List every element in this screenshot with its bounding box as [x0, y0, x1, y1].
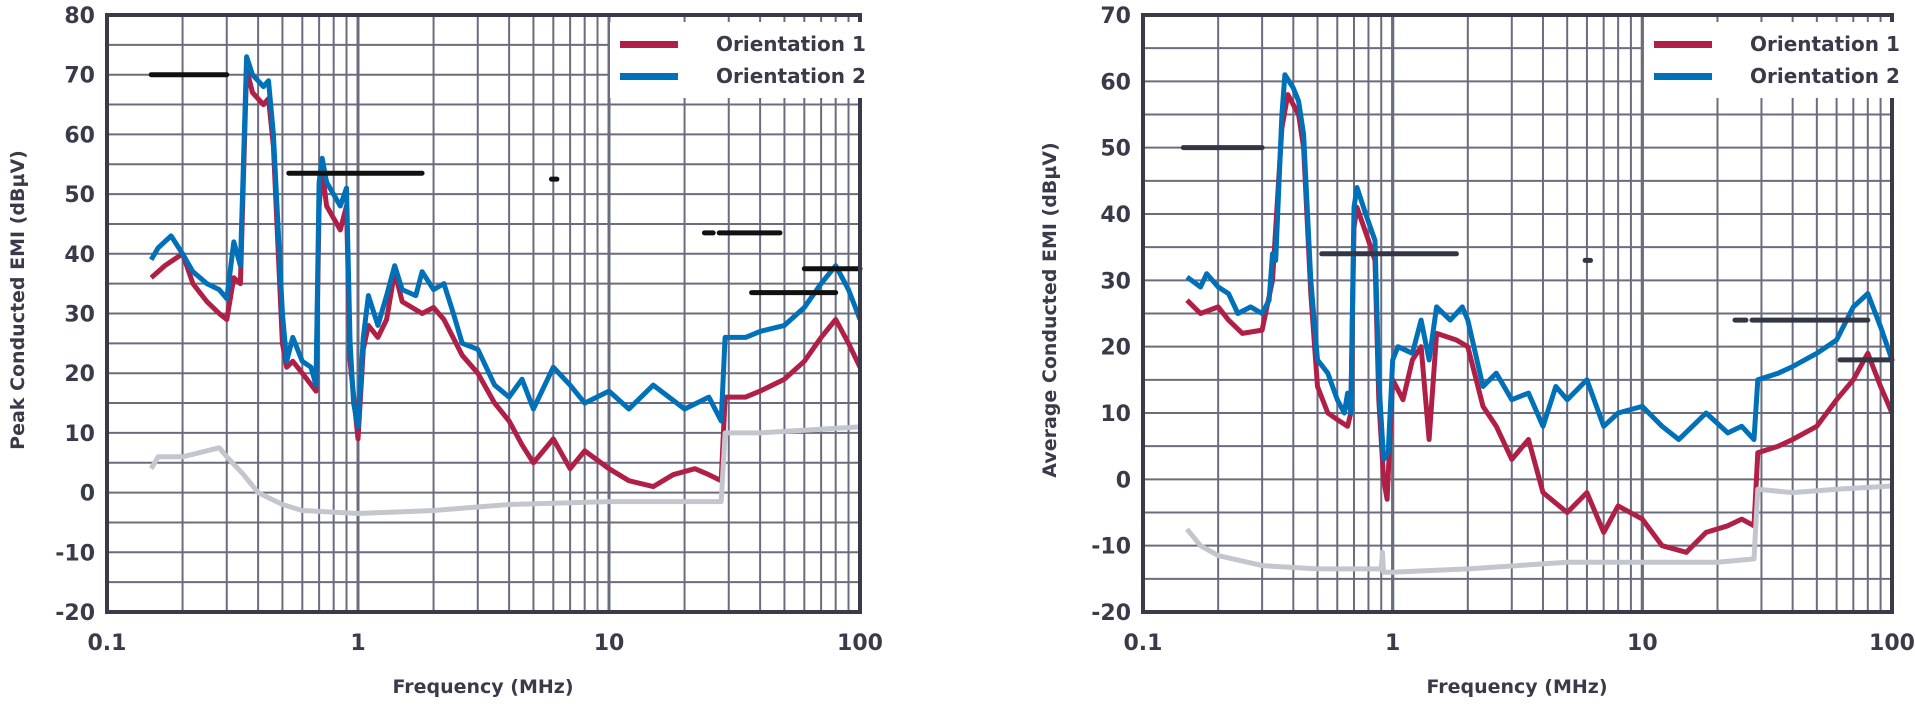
y-tick-label: 20 [1100, 336, 1131, 361]
y-tick-label: 10 [1100, 402, 1131, 427]
y-tick-label: 50 [64, 183, 95, 208]
y-tick-label: 20 [64, 362, 95, 387]
y-tick-label: 30 [64, 303, 95, 328]
x-axis-title: Frequency (MHz) [392, 676, 574, 698]
x-tick-label: 1 [1385, 631, 1400, 656]
x-tick-label: 100 [837, 631, 883, 656]
y-tick-label: -20 [1091, 601, 1131, 626]
grid [1141, 14, 1894, 613]
plot-frame [1141, 13, 1894, 614]
legend-item-orientation-1: Orientation 1 [1654, 28, 1900, 60]
peak-emi-chart: 80 70 60 50 40 30 20 10 0 -10 -20 0.1 1 10 100 Peak Co… [0, 0, 900, 710]
y-tick-label: 70 [1100, 4, 1131, 29]
legend-label: Orientation 1 [716, 32, 866, 56]
y-tick-label: 40 [1100, 203, 1131, 228]
legend-label: Orientation 2 [1750, 64, 1900, 88]
series-ambient-line [149, 424, 861, 516]
y-tick-label: -10 [55, 541, 95, 566]
legend-swatch-orientation-1 [620, 40, 678, 48]
series-orientation-2-line [1185, 72, 1895, 462]
y-tick-label: 60 [1100, 70, 1131, 95]
legend-item-orientation-2: Orientation 2 [620, 60, 866, 92]
y-tick-label: -10 [1091, 535, 1131, 560]
y-tick-label: 70 [64, 64, 95, 89]
legend: Orientation 1 Orientation 2 [1644, 22, 1910, 98]
y-tick-label: 80 [64, 4, 95, 29]
y-tick-label: 0 [1116, 468, 1131, 493]
y-tick-label: 50 [1100, 137, 1131, 162]
legend-swatch-orientation-2 [1654, 72, 1712, 80]
y-tick-label: -20 [55, 601, 95, 626]
legend-item-orientation-1: Orientation 1 [620, 28, 866, 60]
y-tick-label: 0 [80, 482, 95, 507]
y-tick-label: 30 [1100, 269, 1131, 294]
y-axis-title: Average Conducted EMI (dBµV) [1039, 142, 1061, 478]
x-tick-label: 100 [1869, 631, 1915, 656]
legend-swatch-orientation-2 [620, 72, 678, 80]
x-tick-label: 10 [594, 631, 625, 656]
series-orientation-2-line [149, 54, 863, 430]
y-tick-label: 60 [64, 123, 95, 148]
series-ambient-line [1185, 483, 1893, 575]
legend-item-orientation-2: Orientation 2 [1654, 60, 1900, 92]
y-tick-label: 40 [64, 243, 95, 268]
legend-swatch-orientation-1 [1654, 40, 1712, 48]
x-tick-label: 0.1 [1124, 631, 1163, 656]
series-orientation-1-line [149, 66, 863, 490]
plot-frame [105, 13, 862, 614]
legend-label: Orientation 1 [1750, 32, 1900, 56]
x-tick-label: 0.1 [88, 631, 127, 656]
x-tick-label: 1 [350, 631, 365, 656]
average-emi-chart: 70 60 50 40 30 20 10 0 -10 -20 0.1 1 10 100 Average C… [1036, 0, 1915, 710]
y-axis-title: Peak Conducted EMI (dBµV) [7, 150, 29, 450]
legend: Orientation 1 Orientation 2 [610, 22, 876, 98]
x-tick-label: 10 [1627, 631, 1658, 656]
x-axis-title: Frequency (MHz) [1426, 676, 1608, 698]
y-tick-label: 10 [64, 422, 95, 447]
legend-label: Orientation 2 [716, 64, 866, 88]
